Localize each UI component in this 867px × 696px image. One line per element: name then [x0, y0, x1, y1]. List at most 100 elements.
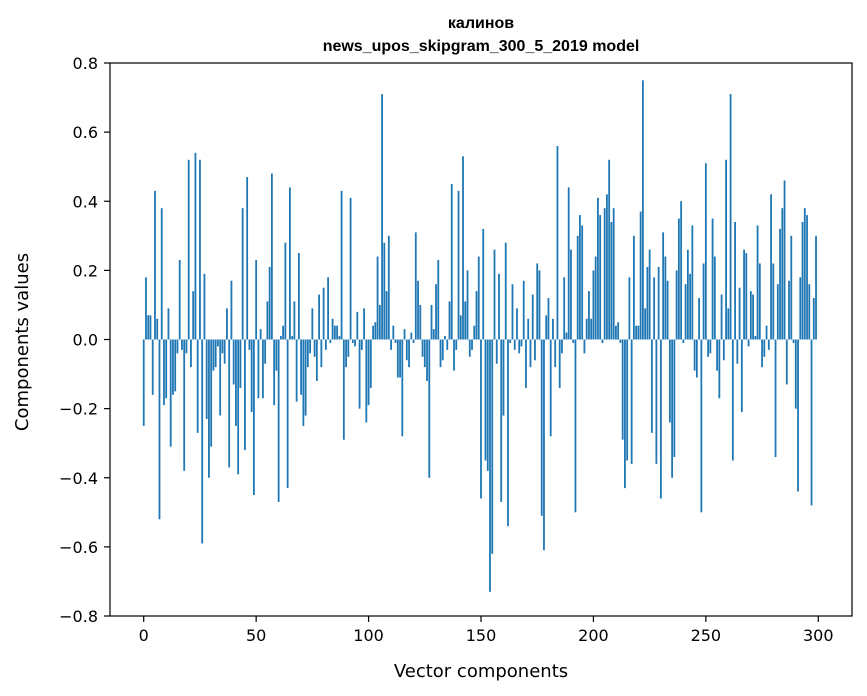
bar-168	[520, 339, 523, 347]
y-tick-label: 0.6	[73, 123, 98, 142]
bar-100	[367, 339, 370, 406]
bar-38	[228, 339, 231, 468]
bar-291	[797, 339, 799, 492]
bar-138	[453, 339, 455, 371]
bar-189	[567, 187, 570, 340]
bar-161	[504, 242, 507, 340]
bar-16	[178, 260, 181, 340]
bar-54	[264, 339, 267, 364]
bar-136	[448, 301, 451, 340]
bar-263	[734, 221, 736, 340]
bar-298	[812, 298, 815, 340]
bar-50	[255, 260, 258, 340]
bar-159	[500, 339, 503, 502]
x-tick-label: 300	[803, 626, 834, 645]
bar-2	[147, 315, 150, 340]
bar-228	[655, 339, 658, 464]
bar-102	[372, 325, 374, 340]
bar-23	[194, 152, 197, 340]
bar-275	[761, 339, 763, 368]
bar-24	[196, 339, 199, 433]
bar-22	[192, 291, 195, 340]
bar-124	[421, 339, 424, 357]
bar-219	[635, 325, 638, 340]
bar-175	[536, 263, 539, 340]
bar-247	[698, 298, 700, 340]
bar-129	[432, 329, 435, 340]
bar-295	[806, 215, 808, 340]
bar-125	[423, 339, 426, 368]
bar-87	[338, 336, 341, 340]
bar-75	[311, 308, 314, 340]
bar-174	[534, 339, 536, 361]
bar-47	[248, 339, 251, 350]
bar-64	[286, 339, 289, 489]
bar-267	[743, 249, 745, 340]
bar-106	[381, 94, 383, 340]
bar-201	[594, 256, 597, 340]
y-tick-label: 0.0	[73, 331, 98, 350]
bar-200	[592, 270, 595, 340]
bar-280	[772, 263, 775, 340]
bar-282	[776, 284, 779, 340]
bar-182	[552, 318, 554, 340]
bar-258	[722, 339, 725, 361]
bar-278	[767, 339, 770, 350]
bar-177	[540, 339, 543, 516]
bar-203	[599, 215, 602, 340]
bar-122	[417, 280, 419, 340]
x-tick-label: 150	[466, 626, 497, 645]
bar-115	[401, 339, 404, 437]
bar-257	[720, 294, 723, 340]
bar-90	[345, 339, 347, 368]
bar-60	[277, 339, 280, 502]
bar-107	[383, 242, 386, 340]
x-tick-label: 250	[691, 626, 722, 645]
bar-65	[288, 187, 291, 340]
bar-157	[495, 339, 498, 364]
bar-186	[561, 339, 563, 354]
bar-162	[507, 339, 509, 527]
bar-225	[648, 249, 651, 340]
bar-7	[158, 339, 161, 520]
bar-25	[199, 159, 201, 340]
bar-42	[237, 339, 240, 475]
bar-179	[545, 315, 548, 340]
bar-26	[201, 339, 204, 544]
bar-128	[430, 304, 433, 340]
bar-120	[412, 339, 415, 343]
bar-12	[169, 339, 172, 447]
bar-18	[183, 339, 186, 471]
bar-249	[702, 263, 705, 340]
bar-132	[439, 339, 442, 368]
bar-254	[713, 256, 716, 340]
bar-207	[608, 159, 611, 340]
bar-297	[810, 339, 813, 506]
bar-194	[579, 215, 581, 340]
bar-294	[803, 208, 806, 340]
bar-287	[788, 280, 790, 340]
bar-223	[644, 308, 647, 340]
bar-33	[217, 339, 219, 347]
bar-166	[516, 308, 518, 340]
bar-101	[369, 339, 372, 388]
bar-5	[154, 190, 156, 340]
bar-260	[727, 308, 730, 340]
bar-192	[574, 339, 577, 513]
bar-233	[666, 280, 669, 340]
bar-155	[491, 339, 494, 554]
bar-45	[244, 339, 246, 451]
bar-226	[650, 339, 653, 433]
y-tick-label: 0.4	[73, 192, 98, 211]
bar-135	[446, 339, 449, 350]
bar-238	[677, 218, 680, 340]
bar-153	[486, 339, 489, 471]
bar-32	[214, 339, 217, 368]
bar-15	[176, 339, 179, 354]
bar-152	[484, 339, 487, 461]
bar-284	[781, 208, 784, 340]
bar-156	[493, 249, 496, 340]
bar-198	[588, 291, 590, 340]
y-tick-label: 0.2	[73, 261, 98, 280]
bar-222	[641, 80, 644, 340]
